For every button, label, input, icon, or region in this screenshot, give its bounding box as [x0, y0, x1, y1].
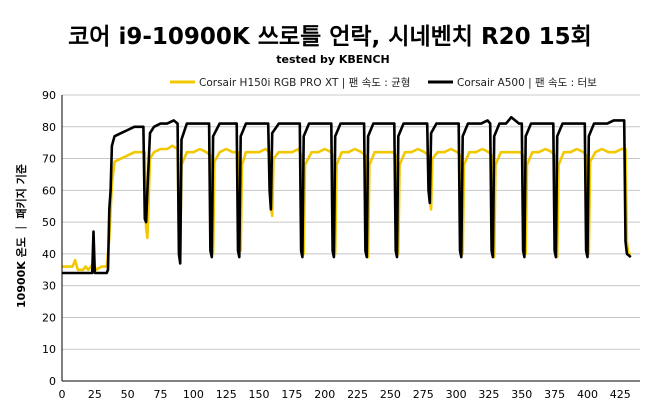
x-tick-label: 0 [59, 388, 66, 401]
y-axis-label: 10900K 온도 ｜ 패키지 기준 [14, 164, 28, 308]
legend-label-h150i: Corsair H150i RGB PRO XT | 팬 속도 : 균형 [199, 77, 410, 89]
y-tick-label: 50 [42, 216, 56, 229]
x-tick-label: 325 [478, 388, 499, 401]
x-tick-label: 25 [88, 388, 102, 401]
y-tick-label: 70 [42, 153, 56, 166]
x-tick-label: 250 [380, 388, 401, 401]
series-group [62, 115, 632, 275]
legend: Corsair H150i RGB PRO XT | 팬 속도 : 균형 Cor… [170, 77, 597, 89]
x-tick-label: 425 [610, 388, 631, 401]
x-tick-label: 150 [249, 388, 270, 401]
x-tick-label: 175 [281, 388, 302, 401]
series-line-0 [62, 144, 631, 272]
series-line-1 [62, 115, 632, 275]
chart-subtitle: tested by KBENCH [276, 53, 389, 66]
x-tick-label: 125 [216, 388, 237, 401]
y-tick-label: 30 [42, 280, 56, 293]
y-axis-ticks: 0 10 20 30 40 50 60 70 80 90 [42, 89, 56, 388]
y-tick-label: 60 [42, 184, 56, 197]
x-tick-label: 50 [121, 388, 135, 401]
x-axis-ticks: 0 25 50 75 100 125 150 175 200 225 250 275 300 325 350… [59, 388, 631, 401]
chart-title: 코어 i9-10900K 쓰로틀 언락, 시네벤치 R20 15회 [68, 24, 592, 50]
y-tick-label: 80 [42, 121, 56, 134]
x-tick-label: 275 [413, 388, 434, 401]
x-tick-label: 375 [544, 388, 565, 401]
x-tick-label: 100 [183, 388, 204, 401]
y-tick-label: 10 [42, 343, 56, 356]
legend-label-a500: Corsair A500 | 팬 속도 : 터보 [457, 77, 597, 89]
x-tick-label: 225 [347, 388, 368, 401]
x-tick-label: 75 [154, 388, 168, 401]
x-tick-label: 200 [314, 388, 335, 401]
grid [62, 94, 640, 350]
y-tick-label: 20 [42, 311, 56, 324]
y-tick-label: 90 [42, 89, 56, 102]
x-tick-label: 400 [577, 388, 598, 401]
y-tick-label: 40 [42, 248, 56, 261]
y-tick-label: 0 [49, 375, 56, 388]
x-tick-label: 350 [511, 388, 532, 401]
x-tick-label: 300 [446, 388, 467, 401]
